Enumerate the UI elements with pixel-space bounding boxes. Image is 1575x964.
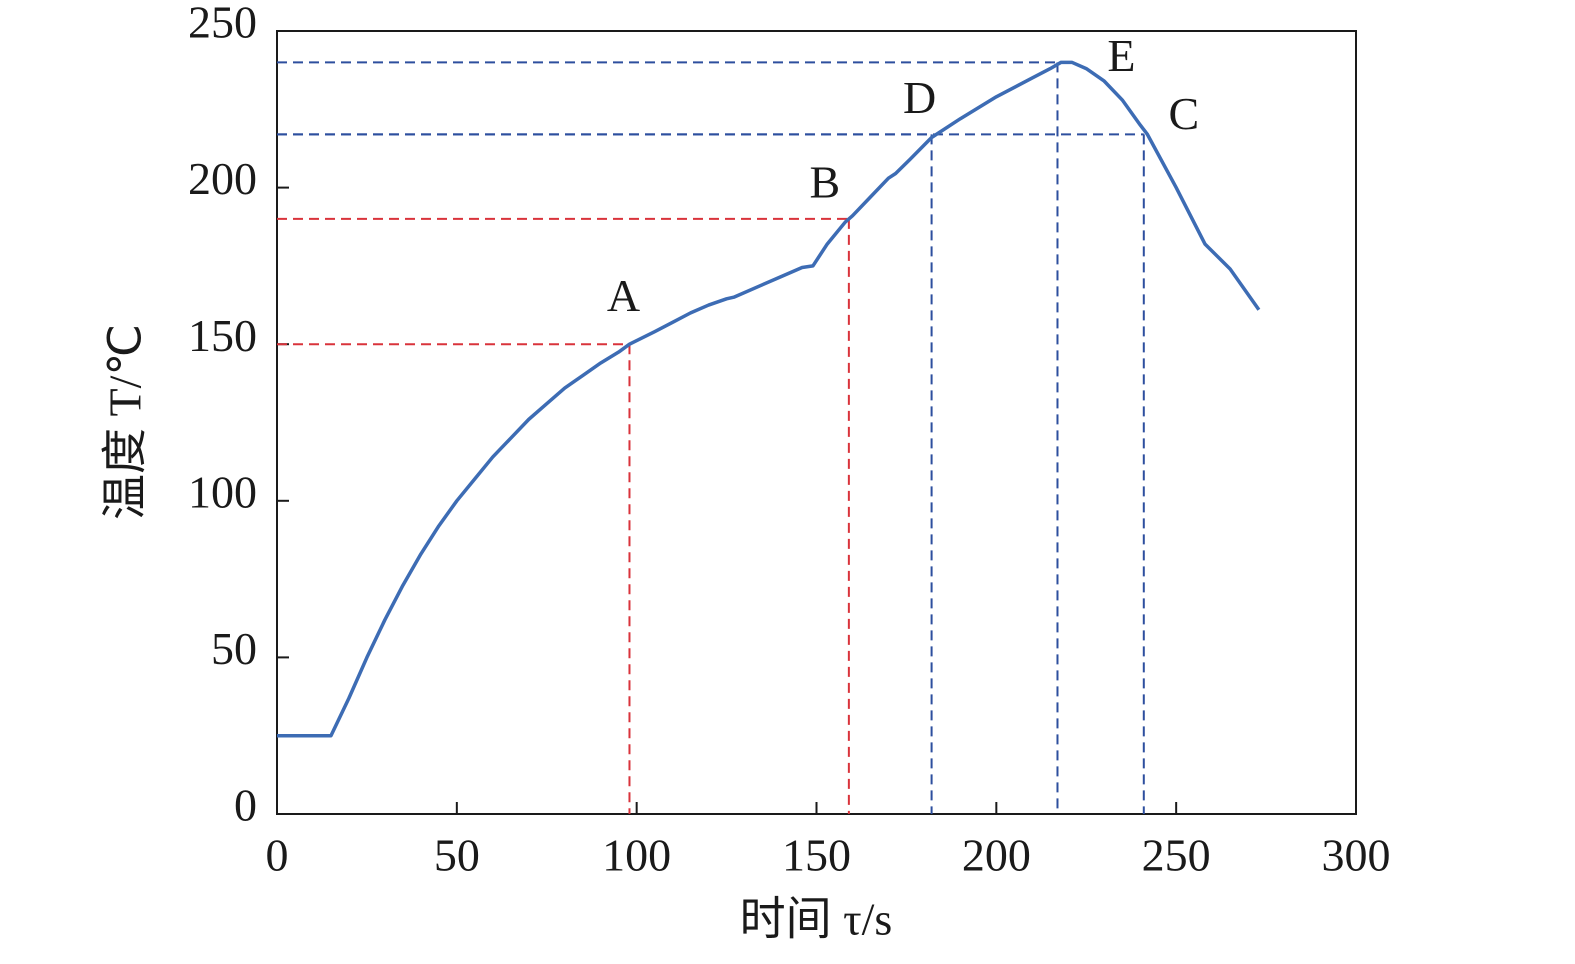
y-tick-label: 150 <box>188 310 257 361</box>
x-tick-label: 100 <box>602 830 671 881</box>
point-label: D <box>903 72 936 123</box>
y-axis-label: 温度 T/℃ <box>100 324 151 520</box>
y-tick-label: 250 <box>188 0 257 48</box>
plot-frame <box>276 30 1357 815</box>
x-tick-label: 150 <box>782 830 851 881</box>
x-tick-label: 50 <box>434 830 480 881</box>
point-label: C <box>1168 88 1199 139</box>
x-tick-label: 300 <box>1322 830 1391 881</box>
y-tick-label: 50 <box>211 623 257 674</box>
point-label: B <box>810 156 841 207</box>
x-tick-label: 0 <box>266 830 289 881</box>
y-tick-label: 200 <box>188 153 257 204</box>
x-tick-label: 250 <box>1142 830 1211 881</box>
point-label: E <box>1107 30 1135 81</box>
x-tick-label: 200 <box>962 830 1031 881</box>
x-axis-label: 时间 τ/s <box>740 894 893 945</box>
y-tick-label: 0 <box>234 780 257 831</box>
point-label: A <box>607 270 640 321</box>
data-line <box>277 60 1261 738</box>
y-tick-label: 100 <box>188 466 257 517</box>
